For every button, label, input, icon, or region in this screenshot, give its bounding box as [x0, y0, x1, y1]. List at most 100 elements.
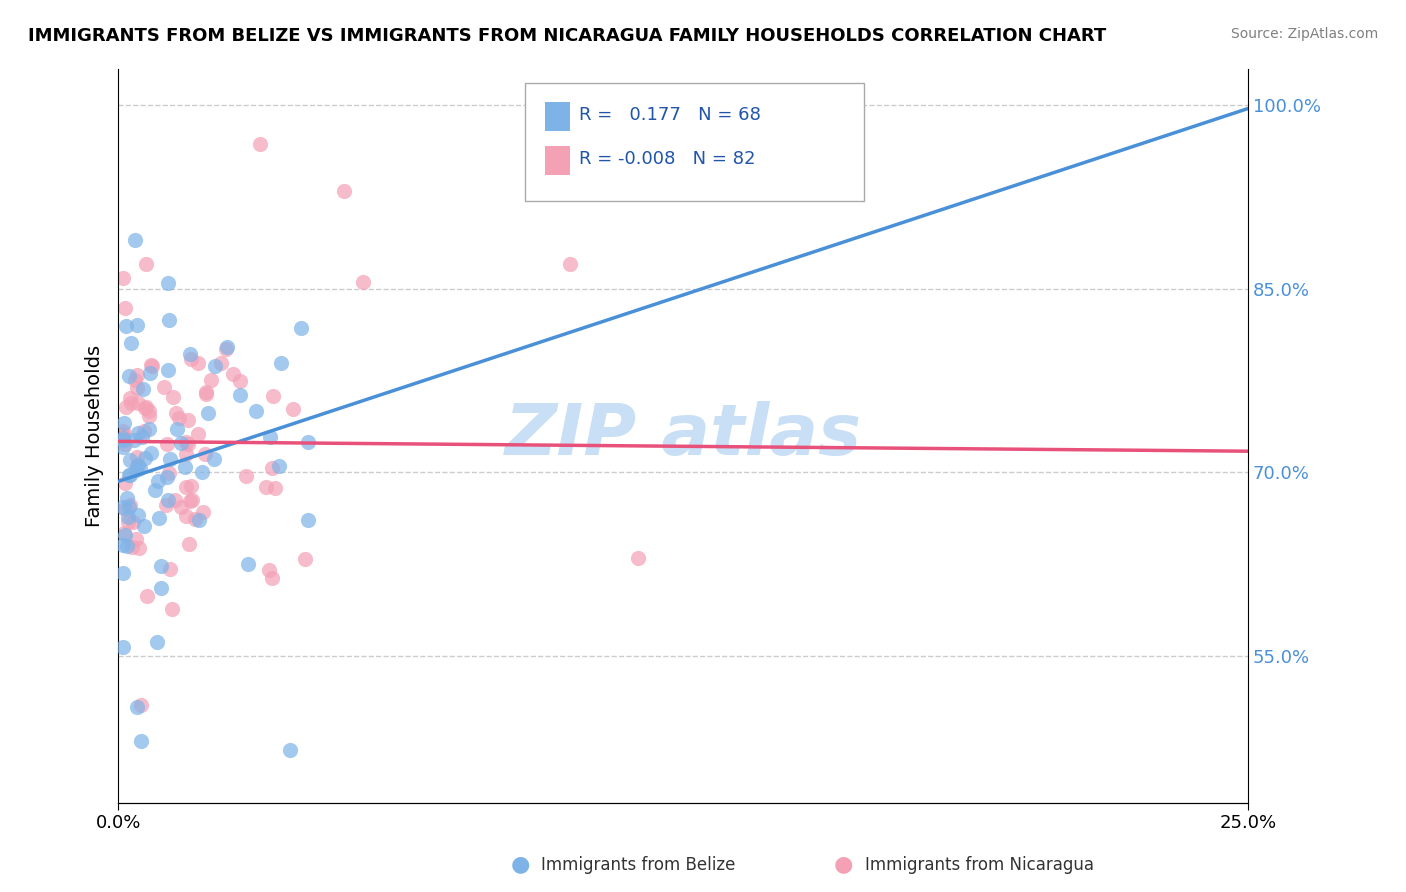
Point [111, 500, 134, 514]
Point [120, 336, 142, 351]
Point [138, 422, 160, 436]
Point [170, 500, 193, 514]
Point [134, 424, 156, 438]
Point [127, 458, 149, 472]
Point [269, 458, 291, 473]
Point [157, 312, 180, 326]
Point [188, 513, 211, 527]
Point [117, 491, 139, 505]
Point [134, 450, 156, 465]
Text: R = -0.008   N = 82: R = -0.008 N = 82 [579, 150, 755, 168]
Point [167, 411, 190, 425]
Text: Immigrants from Belize: Immigrants from Belize [541, 856, 735, 874]
Point [204, 359, 226, 373]
Point [120, 498, 142, 512]
Point [156, 363, 179, 377]
Point [190, 466, 212, 480]
Point [117, 516, 139, 530]
Point [222, 367, 245, 381]
Point [111, 566, 134, 580]
Point [124, 532, 146, 546]
Point [122, 515, 145, 529]
Point [263, 481, 285, 495]
Point [156, 469, 179, 483]
Point [111, 270, 134, 285]
Point [294, 552, 316, 566]
Point [209, 356, 232, 370]
Point [114, 527, 136, 541]
Point [179, 537, 201, 551]
Point [262, 389, 284, 403]
Point [194, 447, 217, 461]
FancyBboxPatch shape [524, 83, 863, 201]
Point [187, 356, 209, 370]
Point [148, 511, 170, 525]
Y-axis label: Family Households: Family Households [86, 344, 104, 526]
Point [200, 373, 222, 387]
Point [121, 540, 143, 554]
Point [118, 369, 141, 384]
Point [141, 358, 163, 372]
Point [127, 368, 149, 383]
Point [112, 440, 135, 454]
Point [115, 400, 138, 414]
Text: R =   0.177   N = 68: R = 0.177 N = 68 [579, 106, 761, 124]
Point [124, 373, 146, 387]
Point [115, 318, 138, 333]
Point [138, 409, 160, 423]
Point [141, 446, 163, 460]
Point [180, 351, 202, 366]
Point [146, 635, 169, 649]
Point [157, 467, 180, 481]
Point [217, 340, 239, 354]
Point [120, 391, 142, 405]
Point [262, 461, 284, 475]
Point [136, 590, 159, 604]
Point [118, 468, 141, 483]
Point [197, 406, 219, 420]
Point [254, 480, 277, 494]
Point [125, 462, 148, 476]
Point [229, 375, 252, 389]
Point [245, 404, 267, 418]
Point [117, 540, 139, 554]
Point [297, 513, 319, 527]
Point [141, 359, 163, 374]
Point [181, 493, 204, 508]
Point [157, 493, 180, 508]
Point [159, 561, 181, 575]
Point [558, 257, 581, 271]
Point [114, 437, 136, 451]
Point [118, 468, 141, 483]
Point [111, 431, 134, 445]
Point [184, 512, 207, 526]
Point [297, 434, 319, 449]
Point [159, 451, 181, 466]
Point [111, 428, 134, 442]
Point [143, 483, 166, 498]
Point [134, 401, 156, 415]
Point [114, 476, 136, 491]
Point [174, 508, 197, 523]
Point [156, 276, 179, 290]
Point [262, 571, 284, 585]
Point [229, 388, 252, 402]
Point [156, 437, 179, 451]
Point [117, 509, 139, 524]
Point [162, 390, 184, 404]
Point [114, 502, 136, 516]
Point [235, 469, 257, 483]
Point [352, 276, 374, 290]
Point [111, 427, 134, 442]
Point [179, 494, 201, 508]
Text: ●: ● [834, 855, 853, 874]
Point [170, 435, 193, 450]
Point [214, 342, 236, 356]
Bar [546, 145, 569, 175]
Point [259, 430, 281, 444]
Point [132, 382, 155, 396]
Point [127, 508, 149, 522]
Point [333, 184, 356, 198]
Point [118, 500, 141, 515]
Point [191, 505, 214, 519]
